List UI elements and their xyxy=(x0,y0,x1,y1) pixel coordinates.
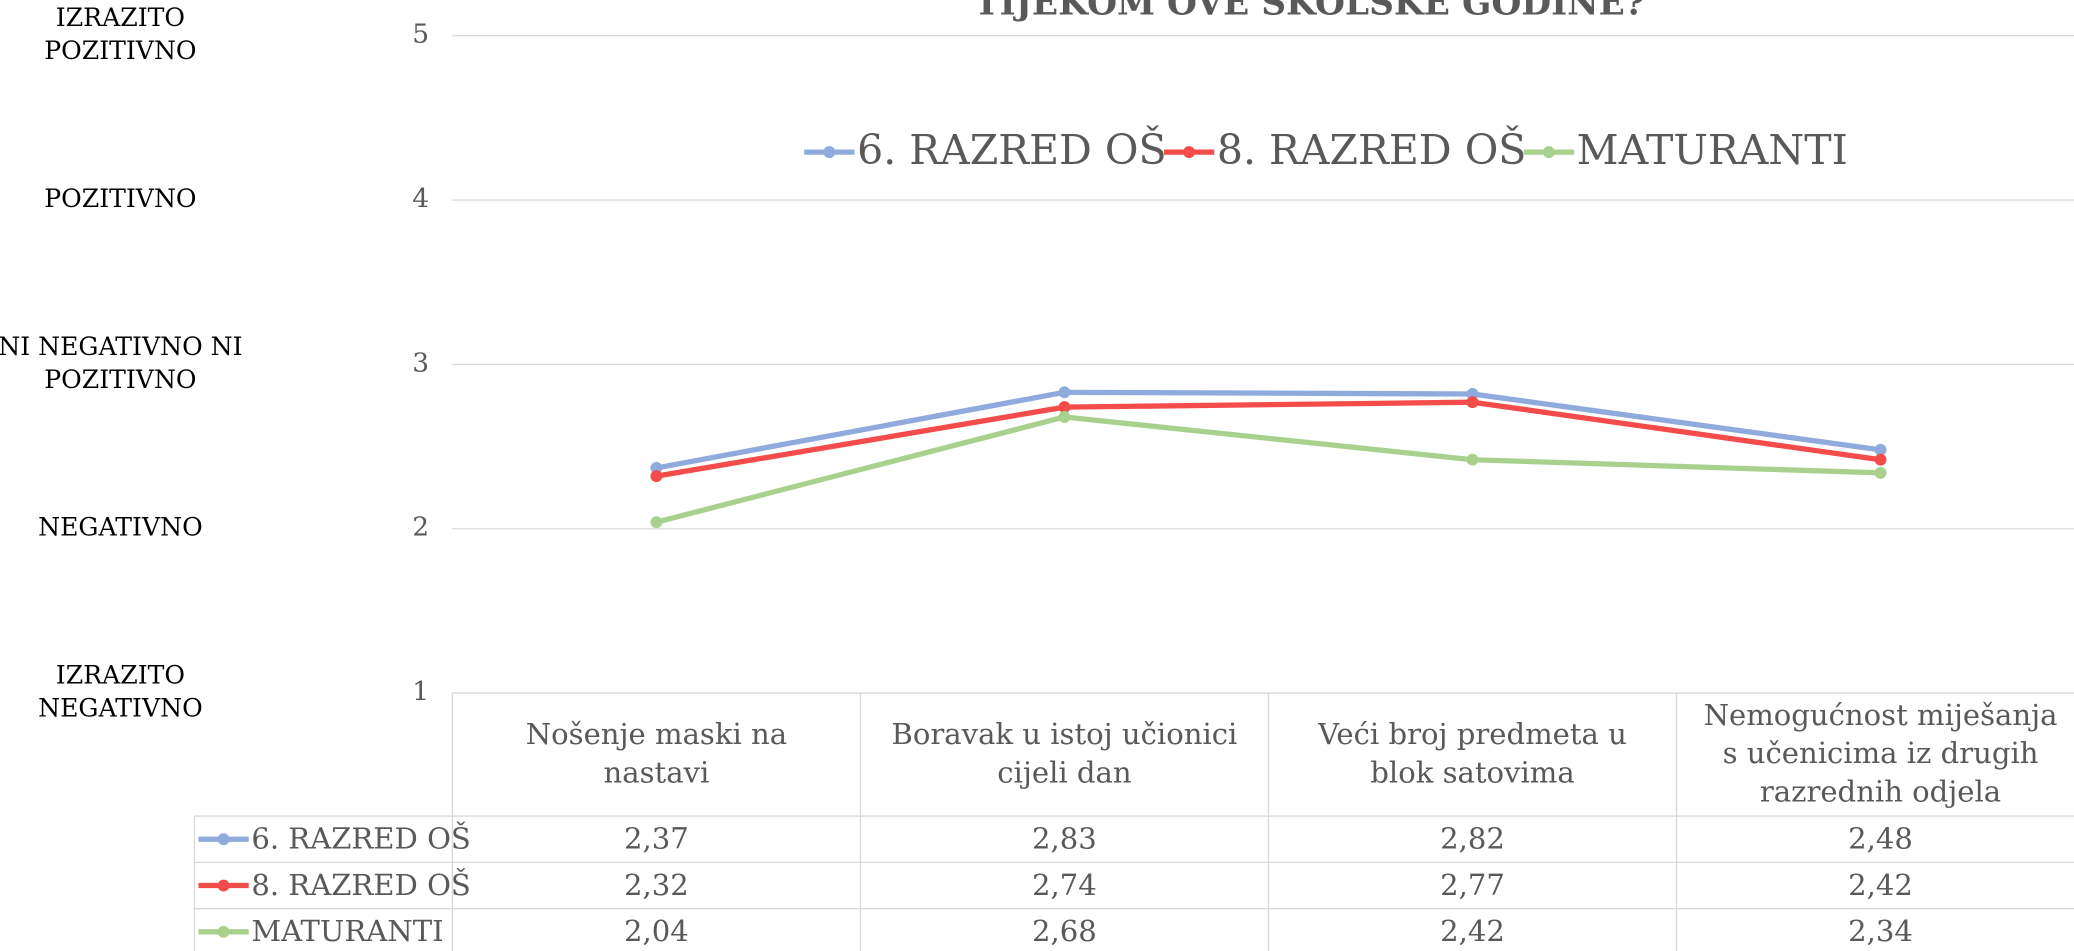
table-value: 2,32 xyxy=(624,868,689,902)
category-label: Veći broj predmeta u blok satovima xyxy=(1317,717,1627,789)
y-tick-label: 5 xyxy=(412,19,429,50)
data-point xyxy=(1466,388,1479,400)
data-point xyxy=(650,516,663,529)
series-line xyxy=(655,414,1881,525)
table-value: 2,74 xyxy=(1032,868,1097,902)
table-value: 2,34 xyxy=(1848,914,1913,948)
y-tick-label: 3 xyxy=(412,347,429,378)
table-value: 2,37 xyxy=(624,822,689,856)
y-category-label: NEGATIVNO xyxy=(38,513,203,542)
table-value: 2,48 xyxy=(1848,822,1913,856)
data-point xyxy=(1874,466,1887,479)
table-value: 2,83 xyxy=(1032,822,1097,856)
legend-marker xyxy=(1183,146,1196,159)
table-value: 2,68 xyxy=(1032,914,1097,948)
category-label: Boravak u istoj učionici cijeli dan xyxy=(892,717,1238,789)
table-value: 2,04 xyxy=(624,914,689,948)
y-tick-label: 2 xyxy=(412,512,429,543)
data-point xyxy=(1058,386,1071,399)
data-point xyxy=(1466,453,1479,466)
legend-label: MATURANTI xyxy=(1577,126,1848,174)
table-series-name: 8. RAZRED OŠ xyxy=(251,866,471,902)
category-label: Nošenje maski na nastavi xyxy=(526,717,787,789)
legend-label: 6. RAZRED OŠ xyxy=(857,125,1167,174)
table-value: 2,82 xyxy=(1440,822,1505,856)
table-series-name: 6. RAZRED OŠ xyxy=(251,820,471,856)
table-value: 2,42 xyxy=(1848,868,1913,902)
y-category-label: IZRAZITO NEGATIVNO xyxy=(38,661,203,723)
category-label: Nemogućnost miješanja s učenicima iz drug… xyxy=(1704,698,2058,809)
data-point xyxy=(1058,411,1071,423)
data-point xyxy=(1466,396,1479,409)
y-tick-label: 4 xyxy=(412,183,429,214)
legend-marker xyxy=(1542,146,1555,159)
series-line xyxy=(655,389,1881,471)
table-marker xyxy=(217,879,230,892)
table-series-name: MATURANTI xyxy=(251,914,443,948)
series-line xyxy=(655,399,1881,479)
legend-label: 8. RAZRED OŠ xyxy=(1217,125,1527,174)
y-tick-label: 1 xyxy=(412,676,429,707)
table-marker xyxy=(217,925,230,938)
data-point xyxy=(1058,401,1071,414)
data-point xyxy=(1874,453,1887,466)
data-point xyxy=(1874,443,1887,456)
y-category-label: IZRAZITO POZITIVNO xyxy=(44,3,196,65)
data-point xyxy=(650,470,663,483)
table-value: 2,42 xyxy=(1440,914,1505,948)
table-value: 2,77 xyxy=(1440,868,1505,902)
y-category-label: POZITIVNO xyxy=(44,184,196,213)
legend-marker xyxy=(823,146,836,159)
data-point xyxy=(650,461,663,474)
y-category-label: NI NEGATIVNO NI POZITIVNO xyxy=(0,332,243,394)
table-marker xyxy=(217,833,230,846)
chart-title: TIJEKOM OVE ŠKOLSKE GODINE? xyxy=(974,0,1645,23)
